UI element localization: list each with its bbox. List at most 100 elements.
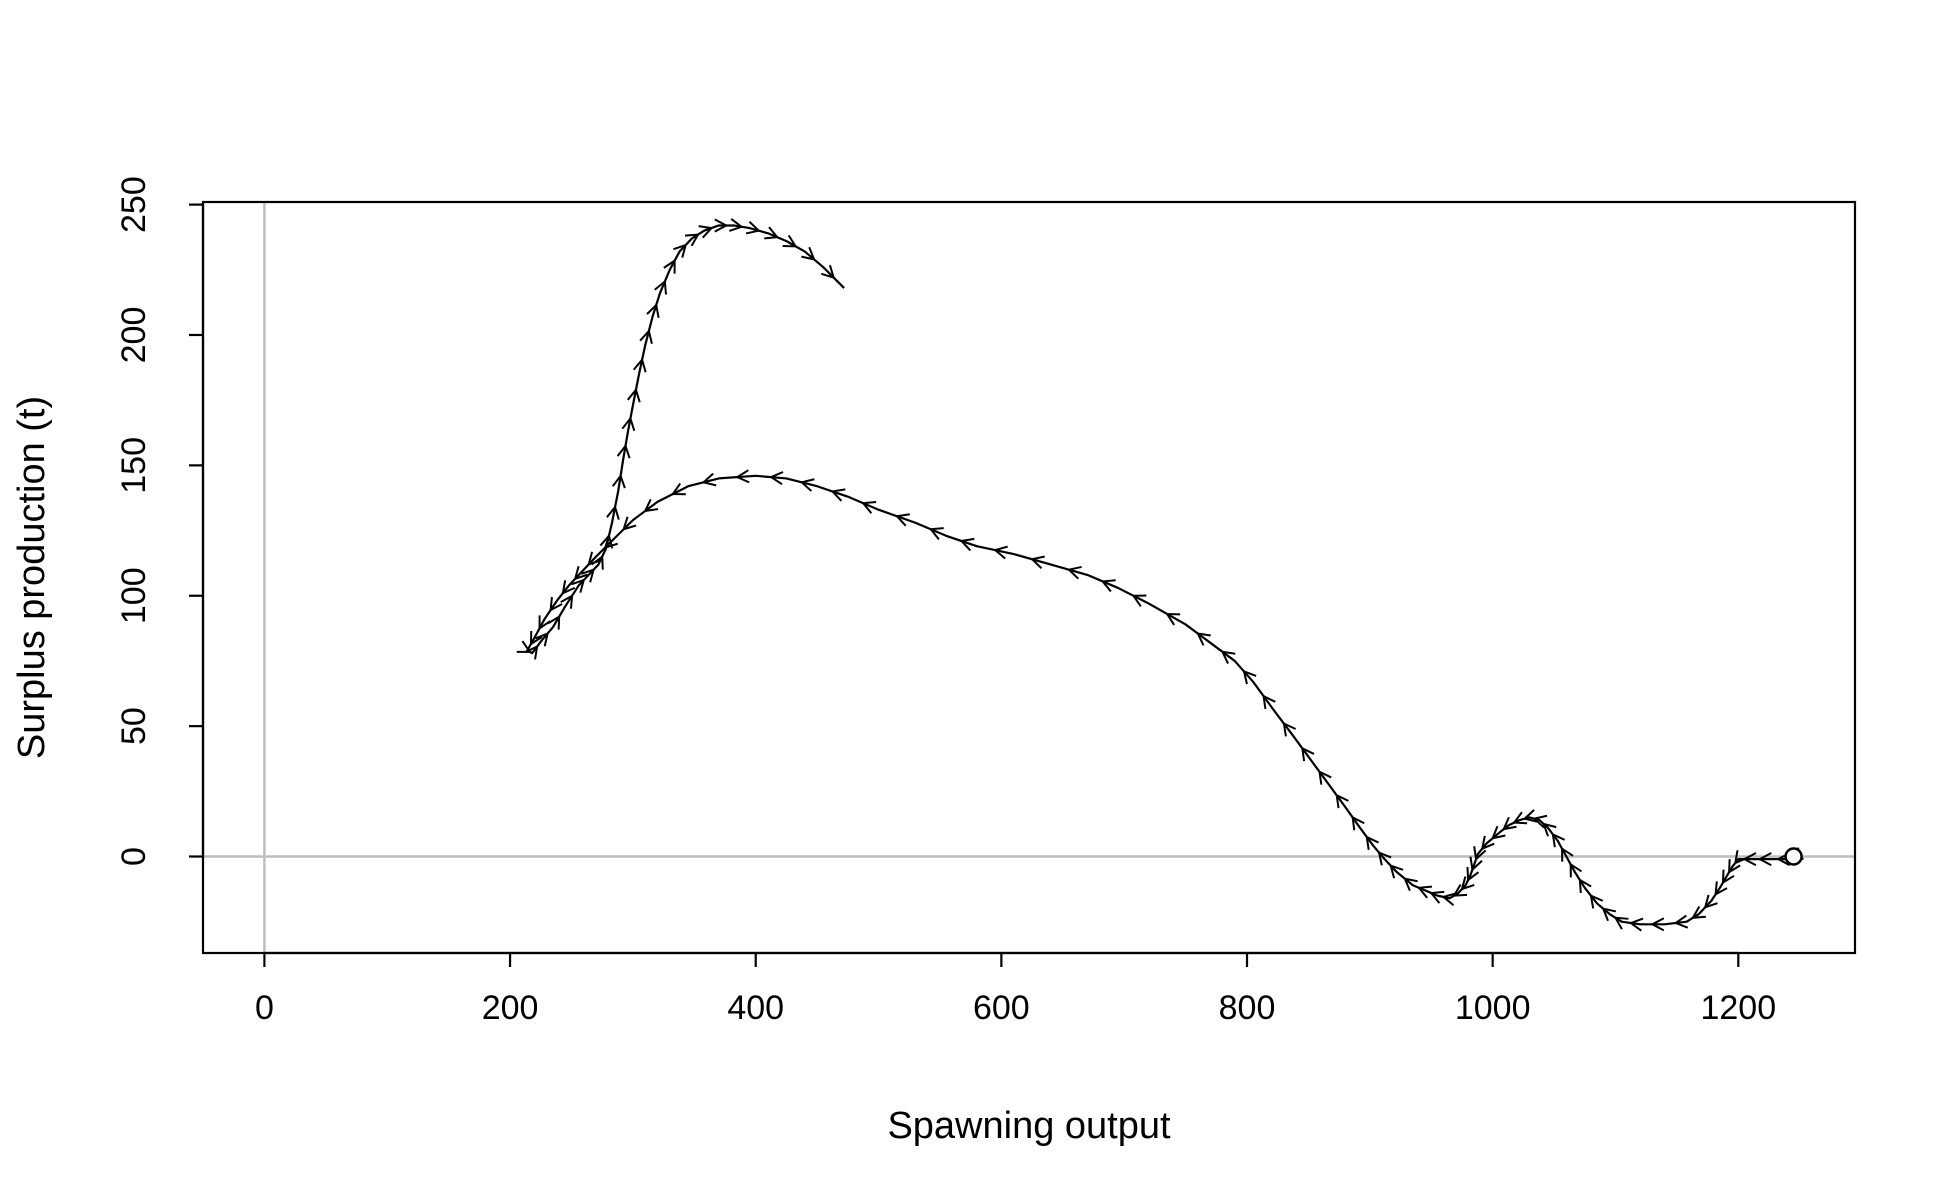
trajectory-arrow: [516, 640, 532, 653]
y-axis-title: Surplus production (t): [11, 396, 53, 759]
trajectory-arrow: [670, 482, 686, 496]
trajectory-arrow: [1757, 852, 1772, 867]
x-tick-label: 1200: [1700, 989, 1776, 1027]
trajectory-arrow: [1628, 917, 1644, 932]
trajectory-arrow: [830, 488, 846, 502]
trajectory-arrow: [799, 478, 815, 492]
trajectory-arrow: [928, 527, 944, 540]
trajectory-arrow: [698, 225, 714, 239]
x-tick-label: 400: [727, 989, 784, 1027]
trajectory-arrow: [801, 246, 816, 261]
trajectory-arrow: [1522, 809, 1538, 823]
x-tick-label: 1000: [1455, 989, 1531, 1027]
trajectory-arrow: [673, 243, 688, 258]
trajectory-arrow: [1473, 846, 1487, 862]
trajectory-arrow: [1441, 892, 1457, 907]
trajectory-arrow: [571, 578, 586, 593]
trajectory-arrow: [1030, 555, 1045, 569]
trajectory-arrow: [745, 220, 761, 235]
trajectory-arrow: [1403, 877, 1418, 892]
arrow-layer: [516, 218, 1804, 932]
y-tick-label: 50: [115, 707, 153, 745]
trajectory-arrow: [646, 302, 660, 318]
y-axis: 0 50 100 150 200 250: [115, 176, 205, 866]
series-layer: [526, 224, 1795, 926]
trajectory-arrow: [549, 597, 563, 612]
y-tick-label: 200: [115, 307, 153, 364]
trajectory-arrow: [1714, 881, 1728, 897]
trajectory-arrow: [1502, 816, 1517, 831]
trajectory-arrow: [1703, 894, 1718, 909]
trajectory-arrow: [1561, 846, 1574, 862]
y-tick-label: 250: [115, 176, 153, 233]
trajectory-arrow: [1196, 632, 1211, 646]
trajectory-arrow: [1242, 669, 1257, 685]
trajectory-arrow: [684, 233, 700, 247]
trajectory-arrow: [1569, 862, 1583, 878]
trajectory-arrow: [643, 498, 659, 513]
x-axis: 0 200 400 600 800 1000 1200: [255, 951, 1776, 1027]
trajectory-arrow: [1551, 832, 1566, 848]
trajectory-arrow: [606, 505, 620, 520]
trajectory-arrow: [768, 471, 784, 485]
x-axis-title: Spawning output: [887, 1105, 1171, 1147]
trajectory-arrow: [580, 568, 596, 583]
trajectory-arrow: [538, 615, 551, 631]
trajectory-arrow: [861, 501, 877, 514]
trajectory-arrow: [599, 533, 614, 549]
trajectory-arrow: [654, 279, 668, 295]
trajectory-arrow: [959, 537, 975, 552]
trajectory-arrow: [782, 234, 798, 248]
trajectory-arrow: [1377, 850, 1392, 866]
trajectory-arrow: [639, 329, 653, 344]
trajectory-arrow: [1650, 917, 1665, 932]
trajectory-arrow: [1691, 905, 1706, 919]
trajectory-arrow: [1480, 835, 1495, 851]
trajectory-arrow: [632, 357, 647, 373]
trajectory-arrow: [1365, 835, 1379, 850]
trajectory-arrow: [1131, 594, 1147, 607]
trajectory-arrow: [1512, 811, 1528, 825]
trajectory-arrow: [1728, 859, 1741, 874]
trajectory-arrow: [1673, 914, 1689, 929]
trajectory-arrow: [560, 593, 574, 609]
trajectory-arrow: [1733, 850, 1748, 865]
trajectory-arrow: [1542, 822, 1557, 837]
trajectory-arrow: [573, 566, 588, 581]
trajectory-arrow: [1335, 793, 1349, 809]
trajectory-arrow: [1601, 907, 1617, 922]
trajectory-arrow: [561, 580, 576, 595]
trajectory-arrow: [1282, 721, 1297, 737]
x-tick-label: 200: [482, 989, 539, 1027]
trajectory-arrow: [1389, 864, 1404, 879]
trajectory-arrow: [1460, 876, 1475, 891]
trajectory-arrow: [820, 264, 836, 280]
trajectory-arrow: [611, 473, 626, 489]
trajectory-arrow: [1452, 883, 1468, 897]
plot-frame: [201, 200, 1857, 955]
trajectory-arrow: [529, 630, 543, 646]
y-tick-label: 150: [115, 437, 153, 494]
trajectory-arrow: [1220, 650, 1236, 664]
trajectory-arrow: [714, 218, 729, 233]
trajectory-arrow: [663, 258, 676, 274]
y-tick-label: 0: [115, 847, 153, 866]
trajectory-arrow: [1721, 869, 1735, 885]
trajectory-arrow: [535, 631, 549, 647]
trajectory-arrow: [1351, 815, 1365, 831]
trajectory-arrow: [1066, 565, 1082, 580]
trajectory-arrow: [993, 545, 1008, 560]
trajectory-arrow: [1318, 770, 1332, 785]
trajectory-arrow: [1578, 878, 1592, 894]
trajectory-arrow: [547, 614, 561, 630]
trajectory-arrow: [1262, 694, 1276, 710]
x-tick-label: 600: [973, 989, 1030, 1027]
trajectory-arrow: [616, 443, 631, 459]
x-tick-label: 0: [255, 989, 274, 1027]
trajectory-arrow: [701, 472, 717, 487]
trajectory-arrow: [603, 534, 618, 550]
trajectory-arrow: [1469, 856, 1483, 872]
trajectory-arrow: [1301, 746, 1315, 762]
reference-lines: [203, 202, 1855, 953]
